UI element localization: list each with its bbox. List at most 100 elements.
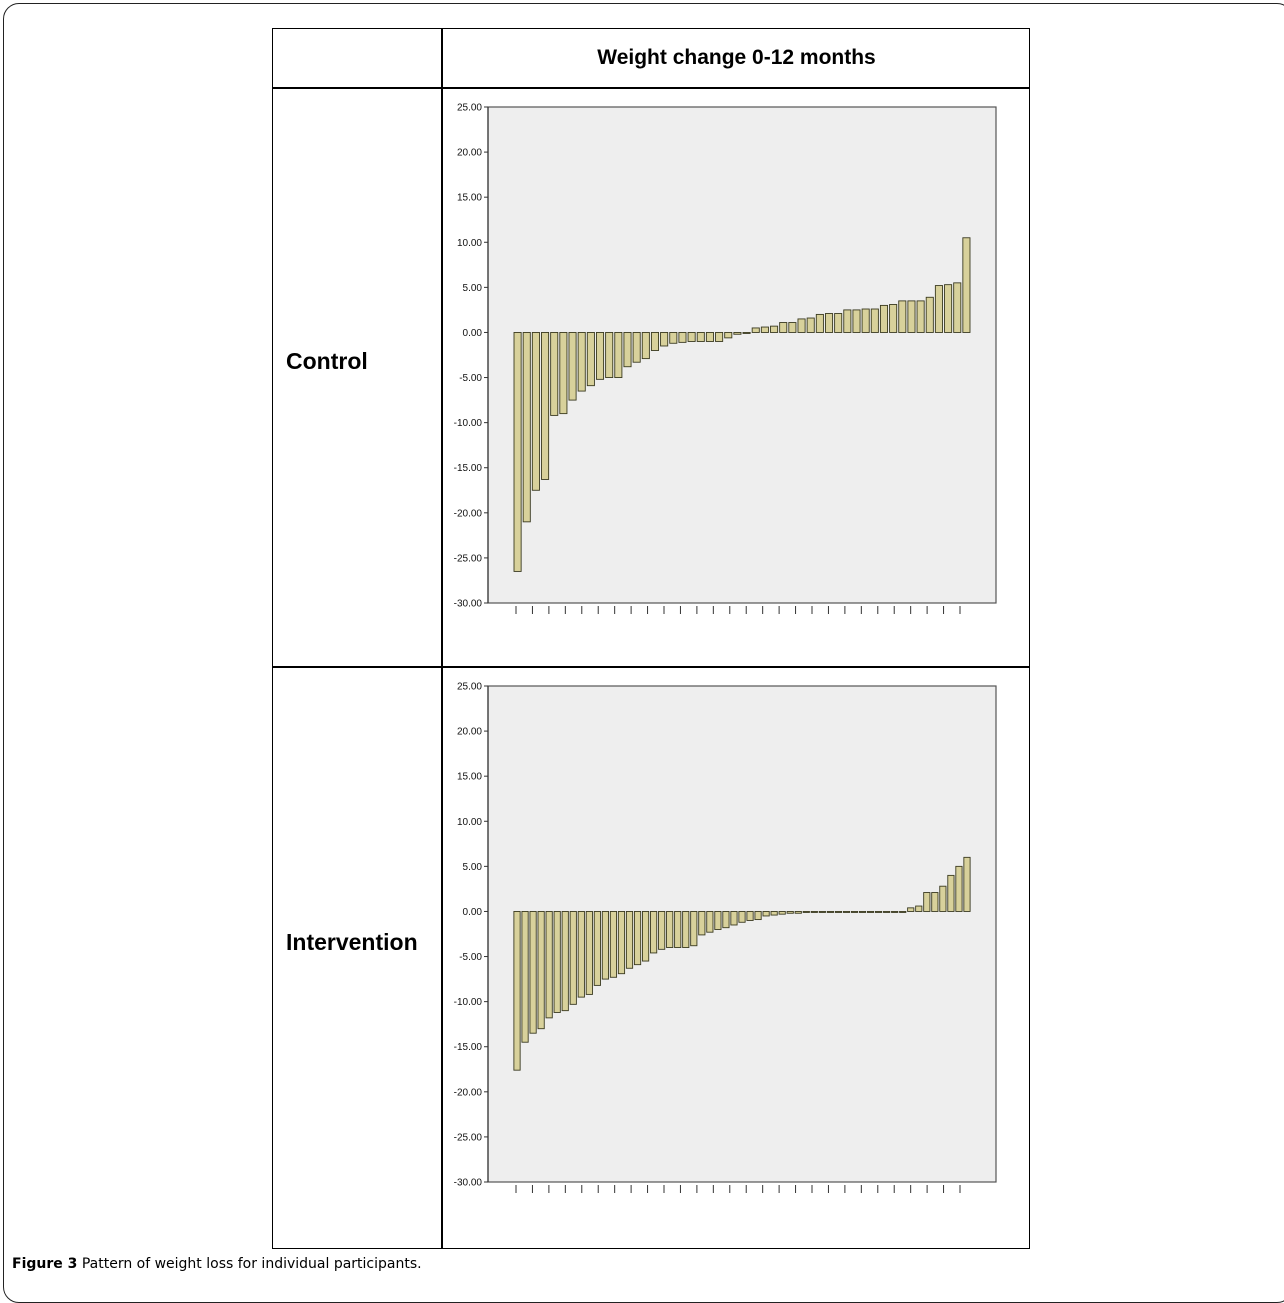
y-tick-label: -25.00 — [454, 553, 483, 564]
y-tick-label: -20.00 — [454, 508, 483, 519]
bar — [770, 911, 778, 916]
bar — [674, 911, 682, 948]
bar — [730, 911, 738, 926]
bar — [738, 911, 746, 923]
bar — [818, 911, 826, 913]
y-tick-label: -10.00 — [454, 997, 483, 1008]
bar — [650, 332, 660, 351]
bar — [944, 284, 953, 333]
bar — [858, 911, 867, 913]
bar — [754, 911, 762, 921]
bar — [714, 911, 722, 930]
bar — [899, 911, 907, 913]
bar — [569, 911, 577, 1005]
bar — [614, 332, 623, 378]
intervention-bar-chart: 25.00 20.00 15.00 10.00 5.00 0.00 -5.00 -10.00 -… — [454, 682, 997, 1193]
bar — [842, 911, 851, 913]
bar — [907, 907, 915, 912]
bar — [834, 911, 843, 913]
bar — [632, 332, 641, 363]
bar — [522, 332, 531, 523]
bar — [724, 332, 733, 339]
bar — [617, 911, 626, 975]
y-tick-label: -15.00 — [454, 1042, 483, 1053]
bar — [861, 308, 870, 333]
bar — [843, 309, 852, 333]
bar — [623, 332, 632, 368]
bar — [609, 911, 618, 978]
bar — [605, 332, 614, 378]
bar — [751, 327, 760, 333]
bar — [513, 332, 522, 572]
bar — [826, 911, 834, 913]
bar — [559, 332, 568, 415]
caption-text: Pattern of weight loss for individual pa… — [81, 1256, 422, 1272]
y-tick-label: -15.00 — [454, 463, 483, 474]
bar — [955, 865, 963, 912]
bar — [915, 905, 923, 912]
bar — [706, 911, 714, 933]
bar — [883, 911, 891, 913]
bar — [806, 317, 815, 333]
y-tick-label: -5.00 — [459, 373, 482, 384]
bar — [889, 304, 898, 333]
bar — [625, 911, 634, 969]
y-tick-label: 15.00 — [457, 193, 482, 204]
bar — [537, 911, 545, 1030]
bar — [779, 322, 788, 333]
bar — [733, 332, 742, 335]
bar — [925, 296, 934, 333]
y-tick-label: 10.00 — [457, 817, 482, 828]
y-tick-label: -30.00 — [454, 1178, 483, 1189]
bar — [690, 911, 698, 947]
bar — [650, 911, 658, 954]
table-column-divider — [441, 28, 443, 1249]
y-tick-label: -25.00 — [454, 1132, 483, 1143]
y-tick-label: 0.00 — [463, 907, 483, 918]
bar — [760, 326, 769, 333]
bar — [870, 308, 879, 333]
bar — [963, 856, 971, 912]
y-tick-label: -10.00 — [454, 418, 483, 429]
bar — [824, 313, 834, 333]
bar — [669, 332, 678, 344]
bar — [666, 911, 674, 948]
bar — [939, 885, 947, 912]
bar — [916, 300, 925, 333]
bar — [585, 911, 593, 995]
bar — [531, 332, 540, 491]
bar — [715, 332, 724, 342]
bar — [722, 911, 730, 929]
bar — [891, 911, 899, 913]
bar — [802, 911, 810, 913]
bar — [601, 911, 609, 980]
bar — [698, 911, 706, 936]
bar — [550, 332, 559, 416]
bar — [762, 911, 770, 917]
bar — [794, 911, 802, 914]
y-tick-label: -30.00 — [454, 599, 483, 610]
bar — [641, 332, 650, 360]
bar — [931, 892, 939, 912]
bar — [923, 892, 931, 912]
y-tick-label: 15.00 — [457, 772, 482, 783]
bar — [947, 874, 955, 912]
bar — [641, 911, 650, 962]
bar — [529, 911, 537, 1034]
bar — [875, 911, 883, 913]
bar — [541, 332, 550, 480]
y-tick-label: -20.00 — [454, 1087, 483, 1098]
bar — [907, 300, 916, 333]
bar — [852, 309, 861, 333]
bar — [770, 325, 779, 333]
y-tick-label: 20.00 — [457, 727, 482, 738]
bar — [696, 332, 705, 342]
bar — [746, 911, 754, 921]
bar — [561, 911, 569, 1012]
bar — [658, 911, 666, 950]
bar — [962, 237, 971, 333]
bar — [687, 332, 696, 342]
bar — [788, 322, 797, 333]
bar — [705, 332, 714, 342]
bar — [577, 332, 586, 392]
